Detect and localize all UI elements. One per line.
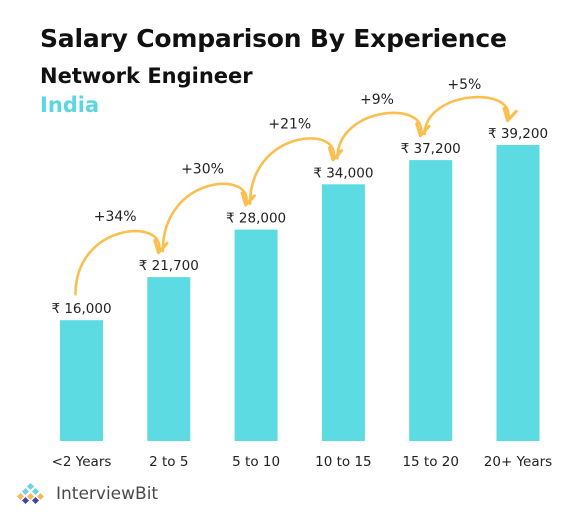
- bar-3: [321, 184, 365, 442]
- category-label-1: 2 to 5: [149, 454, 188, 470]
- interviewbit-brand: InterviewBit: [14, 481, 158, 507]
- bar-5: [496, 145, 540, 441]
- chart-title: Salary Comparison By Experience: [40, 24, 507, 53]
- category-label-5: 20+ Years: [484, 454, 552, 470]
- bar-value-label-0: ₹ 16,000: [51, 301, 111, 317]
- bar-value-label-1: ₹ 21,700: [139, 258, 199, 274]
- bar-2: [234, 229, 278, 441]
- interviewbit-logo-icon: [16, 483, 45, 505]
- growth-arrow-4: [423, 95, 518, 136]
- category-label-3: 10 to 15: [315, 454, 372, 470]
- growth-arrows-group: [74, 95, 518, 296]
- bar-4: [409, 160, 453, 441]
- growth-arrow-2: [248, 137, 344, 205]
- bar-0: [60, 320, 103, 441]
- bars-group: [60, 145, 540, 442]
- growth-label-1: +30%: [181, 162, 224, 178]
- growth-arrow-1: [161, 182, 256, 253]
- region-label: India: [40, 93, 100, 117]
- growth-arrow-0: [74, 229, 169, 296]
- labels-group: ₹ 16,000 ₹ 21,700 ₹ 28,000 ₹ 34,000 ₹ 37,200…: [51, 77, 552, 470]
- bar-value-label-5: ₹ 39,200: [488, 126, 548, 142]
- brand-name: InterviewBit: [56, 484, 159, 504]
- category-label-2: 5 to 10: [232, 454, 280, 470]
- growth-label-4: +5%: [447, 77, 481, 93]
- category-label-0: <2 Years: [52, 454, 112, 470]
- bar-value-label-4: ₹ 37,200: [401, 141, 461, 157]
- bar-1: [147, 277, 191, 441]
- growth-label-3: +9%: [360, 92, 394, 108]
- category-label-4: 15 to 20: [402, 454, 459, 470]
- growth-arrow-3: [336, 111, 431, 160]
- growth-label-2: +21%: [268, 116, 311, 132]
- chart-subtitle: Network Engineer: [40, 64, 253, 88]
- bar-value-label-3: ₹ 34,000: [313, 165, 373, 181]
- bar-value-label-2: ₹ 28,000: [226, 211, 286, 227]
- growth-label-0: +34%: [94, 209, 137, 225]
